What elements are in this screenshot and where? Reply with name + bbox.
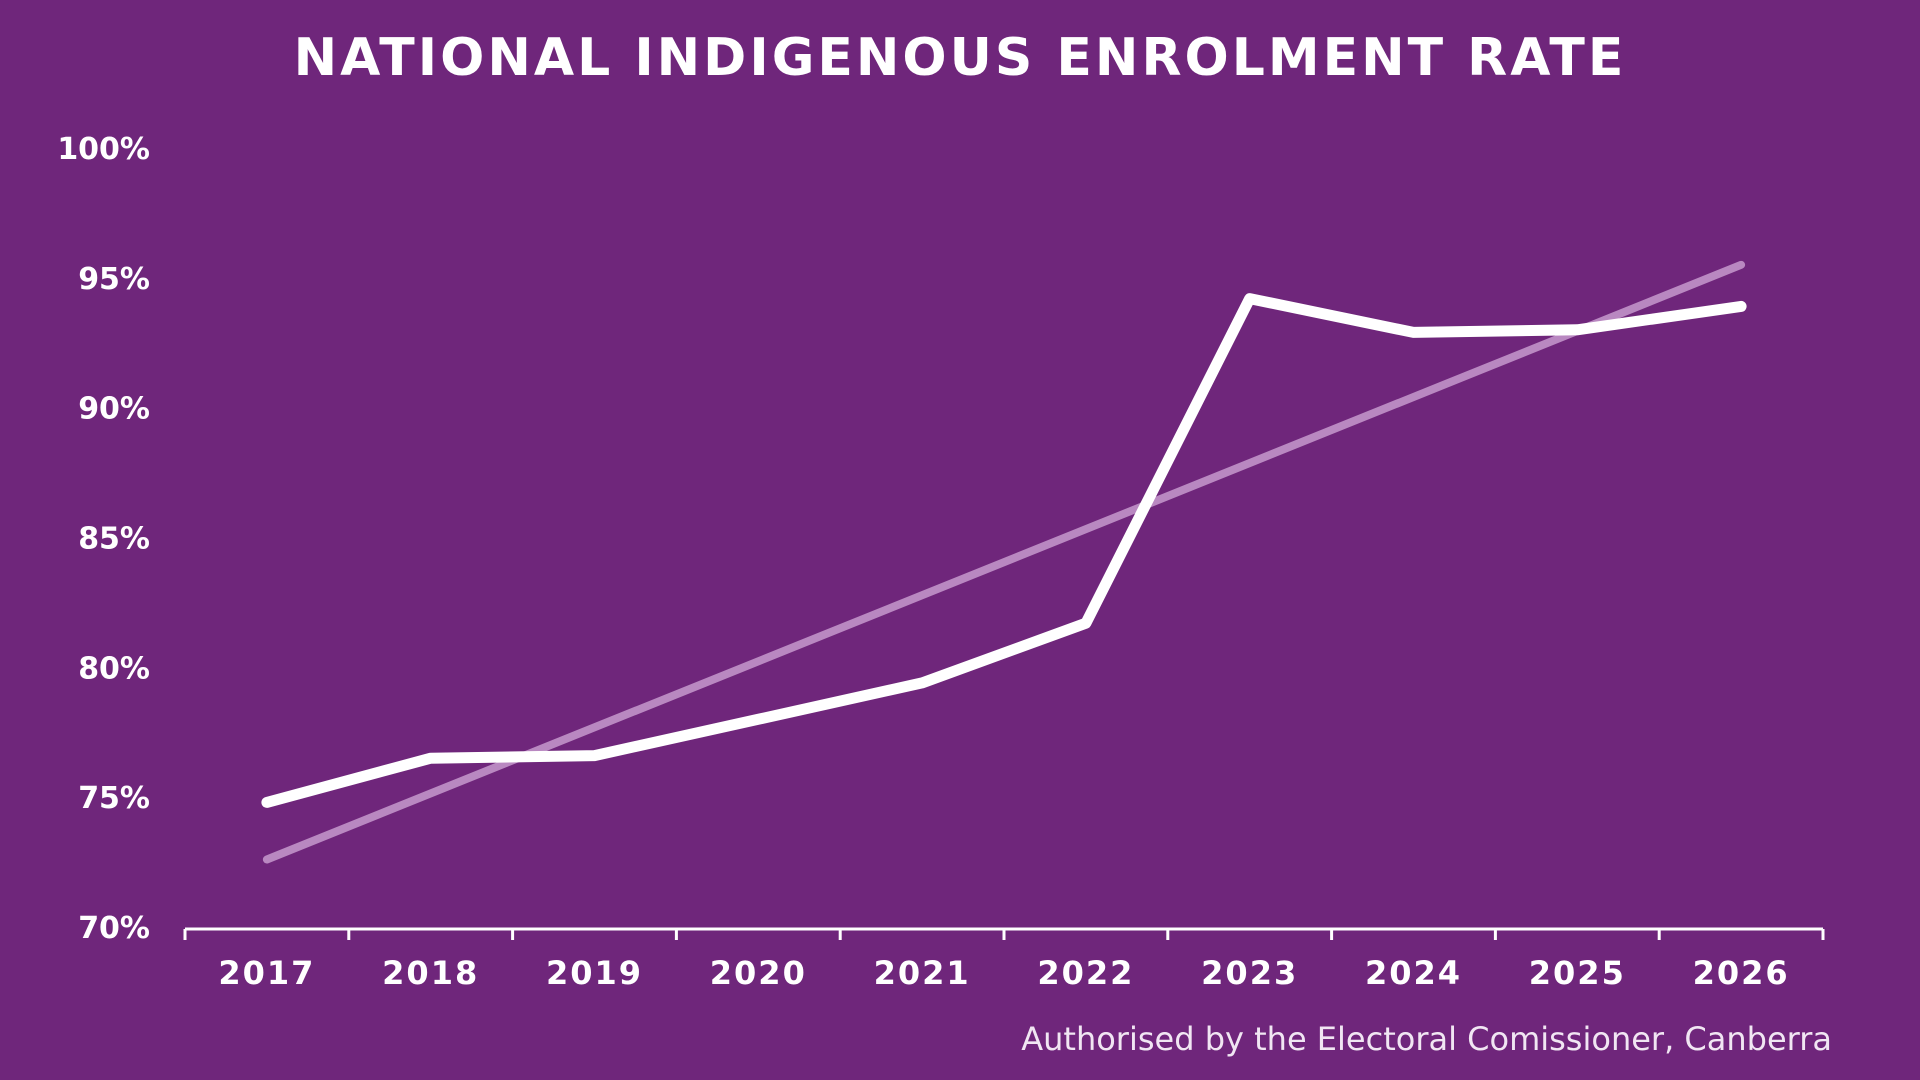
- y-axis-labels: 100% 95% 90% 85% 80% 75% 70%: [57, 132, 150, 946]
- y-tick-label: 80%: [78, 651, 150, 686]
- x-tick-label: 2019: [546, 954, 643, 992]
- footnote: Authorised by the Electoral Comissioner,…: [1021, 1020, 1832, 1058]
- x-tick-label: 2024: [1365, 954, 1462, 992]
- x-axis-labels: 2017 2018 2019 2020 2021 2022 2023 2024 2025 2026: [218, 954, 1790, 992]
- data-point-2018: [429, 757, 432, 760]
- drop-lines: [265, 298, 1743, 929]
- y-tick-label: 70%: [78, 911, 150, 946]
- x-axis: [183, 927, 1825, 940]
- x-tick-label: 2017: [218, 954, 315, 992]
- trendline-group: [262, 260, 1746, 864]
- x-tick-label: 2023: [1201, 954, 1298, 992]
- y-tick-label: 100%: [57, 132, 150, 167]
- data-point-2025: [1576, 328, 1579, 331]
- x-tick-label: 2020: [710, 954, 807, 992]
- series-group: [261, 293, 1747, 808]
- data-point-2017: [265, 801, 268, 804]
- x-tick-label: 2025: [1529, 954, 1626, 992]
- x-tick-label: 2021: [874, 954, 971, 992]
- data-point-2023: [1248, 297, 1251, 300]
- y-tick-label: 90%: [78, 392, 150, 427]
- x-tick-label: 2022: [1037, 954, 1134, 992]
- y-tick-label: 75%: [78, 781, 150, 816]
- chart-title: NATIONAL INDIGENOUS ENROLMENT RATE: [293, 28, 1627, 88]
- data-point-2020: [757, 718, 760, 721]
- y-tick-label: 85%: [78, 522, 150, 557]
- data-point-2019: [593, 754, 596, 757]
- data-point-2024: [1412, 331, 1415, 334]
- series-line: [261, 293, 1747, 808]
- x-tick-label: 2026: [1693, 954, 1790, 992]
- trendline: [262, 260, 1746, 864]
- x-tick-label: 2018: [382, 954, 479, 992]
- data-point-2026: [1740, 305, 1743, 308]
- y-tick-label: 95%: [78, 262, 150, 297]
- data-point-2021: [921, 681, 924, 684]
- data-point-2022: [1084, 622, 1087, 625]
